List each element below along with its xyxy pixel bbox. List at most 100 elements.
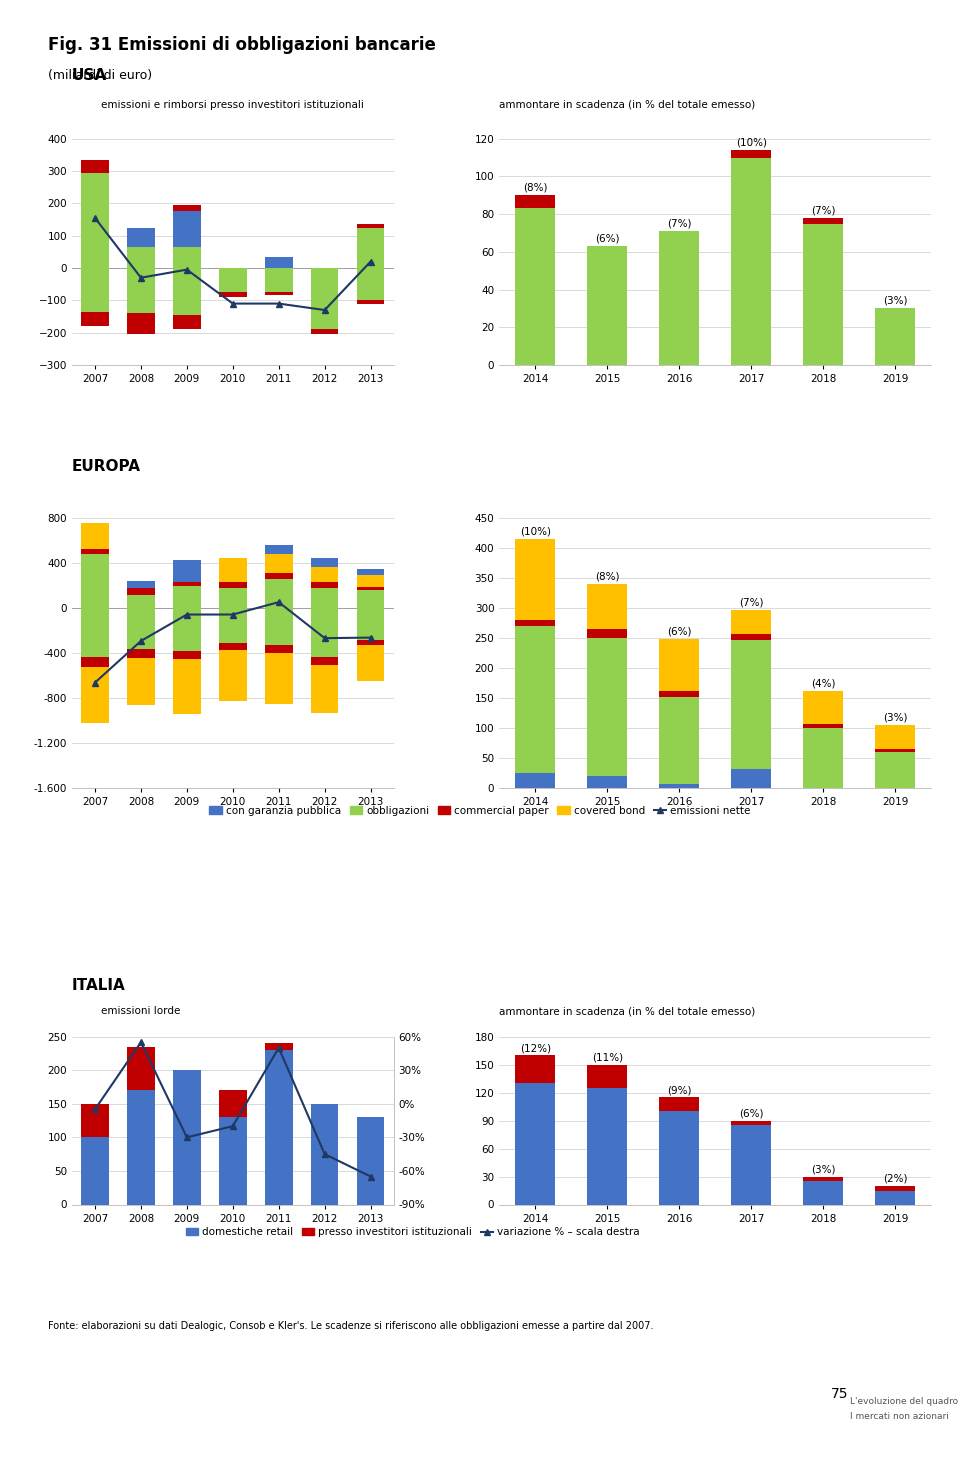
Bar: [82, 1137, 108, 1204]
Bar: [516, 196, 555, 209]
Bar: [173, 561, 201, 583]
Bar: [173, 315, 201, 330]
Bar: [265, 1044, 293, 1050]
Text: USA: USA: [72, 69, 108, 83]
Bar: [804, 729, 843, 788]
Bar: [588, 777, 627, 788]
Bar: [173, 583, 201, 585]
Bar: [219, 588, 247, 609]
Bar: [311, 588, 339, 609]
Bar: [127, 228, 155, 247]
Text: (3%): (3%): [883, 295, 907, 305]
Bar: [219, 1117, 247, 1204]
Bar: [127, 1091, 155, 1204]
Bar: [660, 784, 699, 788]
Bar: [876, 1186, 915, 1190]
Bar: [82, 657, 108, 667]
Bar: [516, 620, 555, 626]
Bar: [173, 651, 201, 658]
Bar: [311, 558, 339, 566]
Bar: [876, 308, 915, 365]
Text: 75: 75: [830, 1387, 848, 1402]
Bar: [82, 549, 108, 555]
Bar: [311, 657, 339, 664]
Bar: [516, 539, 555, 620]
Text: (6%): (6%): [739, 1108, 763, 1118]
Bar: [516, 774, 555, 788]
Bar: [876, 752, 915, 788]
Bar: [516, 1056, 555, 1083]
Bar: [357, 645, 384, 682]
Bar: [265, 257, 293, 269]
Bar: [311, 1104, 339, 1204]
Bar: [265, 553, 293, 572]
Bar: [588, 1064, 627, 1088]
Bar: [357, 639, 384, 645]
Bar: [732, 634, 771, 639]
Bar: [127, 1047, 155, 1091]
Bar: [732, 639, 771, 769]
Bar: [588, 638, 627, 777]
Bar: [804, 1181, 843, 1204]
Bar: [311, 609, 339, 657]
Bar: [311, 269, 339, 330]
Bar: [265, 292, 293, 295]
Text: Fonte: elaborazioni su dati Dealogic, Consob e Kler's. Le scadenze si riferiscon: Fonte: elaborazioni su dati Dealogic, Co…: [48, 1321, 654, 1332]
Bar: [219, 1091, 247, 1117]
Bar: [804, 724, 843, 729]
Bar: [127, 658, 155, 705]
Bar: [82, 555, 108, 609]
Bar: [173, 247, 201, 269]
Bar: [357, 301, 384, 304]
Bar: [82, 159, 108, 172]
Bar: [265, 1050, 293, 1204]
Text: (6%): (6%): [595, 234, 619, 244]
Bar: [732, 610, 771, 634]
Bar: [804, 1177, 843, 1181]
Bar: [588, 584, 627, 629]
Bar: [876, 749, 915, 752]
Text: Fig. 31 Emissioni di obbligazioni bancarie: Fig. 31 Emissioni di obbligazioni bancar…: [48, 36, 436, 54]
Bar: [516, 209, 555, 365]
Bar: [173, 212, 201, 247]
Bar: [732, 1126, 771, 1204]
Bar: [127, 581, 155, 588]
Bar: [173, 585, 201, 609]
Text: (3%): (3%): [811, 1165, 835, 1175]
Legend: con garanzia pubblica, obbligazioni, commercial paper, covered bond, emissioni n: con garanzia pubblica, obbligazioni, com…: [205, 802, 755, 819]
Bar: [173, 1070, 201, 1204]
Bar: [588, 247, 627, 365]
Bar: [357, 269, 384, 301]
Legend: domestiche retail, presso investitori istituzionali, variazione % – scala destra: domestiche retail, presso investitori is…: [181, 1223, 644, 1241]
Bar: [732, 1121, 771, 1126]
Bar: [127, 588, 155, 594]
Bar: [357, 1117, 384, 1204]
Bar: [357, 228, 384, 269]
Bar: [660, 698, 699, 784]
Bar: [82, 269, 108, 311]
Bar: [357, 569, 384, 575]
Text: ammontare in scadenza (in % del totale emesso): ammontare in scadenza (in % del totale e…: [499, 99, 756, 109]
Text: (9%): (9%): [667, 1085, 691, 1095]
Bar: [357, 609, 384, 639]
Text: (10%): (10%): [519, 527, 551, 537]
Bar: [804, 223, 843, 365]
Text: I mercati non azionari: I mercati non azionari: [850, 1412, 948, 1421]
Bar: [732, 769, 771, 788]
Bar: [82, 667, 108, 723]
Bar: [173, 269, 201, 315]
Text: (7%): (7%): [739, 597, 763, 607]
Bar: [173, 204, 201, 212]
Text: (7%): (7%): [811, 204, 835, 215]
Text: (3%): (3%): [883, 712, 907, 723]
Text: ITALIA: ITALIA: [72, 978, 126, 993]
Bar: [660, 231, 699, 365]
Bar: [82, 609, 108, 657]
Bar: [357, 590, 384, 609]
Bar: [265, 645, 293, 653]
Bar: [127, 594, 155, 609]
Bar: [660, 639, 699, 691]
Bar: [660, 1111, 699, 1204]
Bar: [219, 650, 247, 701]
Text: (8%): (8%): [523, 182, 547, 193]
